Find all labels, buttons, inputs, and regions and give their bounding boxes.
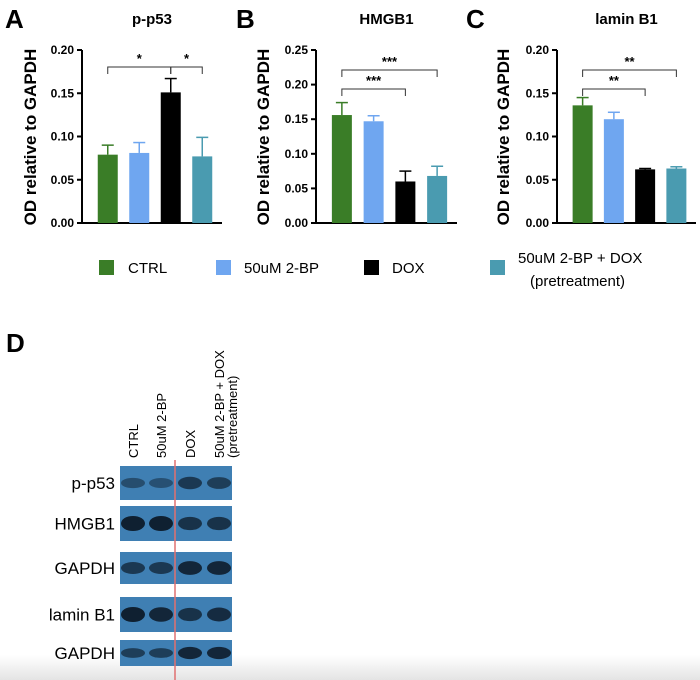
- blot-band: [207, 646, 231, 660]
- blot-band: [121, 606, 145, 623]
- blot-band: [207, 477, 231, 489]
- significance-bracket: [582, 88, 646, 96]
- y-tick-label: 0.05: [285, 181, 309, 195]
- blot-band: [121, 515, 145, 532]
- significance-label: *: [137, 51, 143, 66]
- significance-label: ***: [382, 54, 398, 69]
- bar-ctrl: [97, 154, 118, 223]
- lane-label: CTRL: [126, 424, 141, 458]
- blot-row-label: lamin B1: [49, 606, 115, 625]
- chart-title: HMGB1: [359, 11, 413, 28]
- y-tick-label: 0.00: [526, 216, 550, 230]
- blot-band: [121, 648, 145, 658]
- y-tick-label: 0.10: [285, 147, 309, 161]
- bar-dox: [160, 92, 181, 223]
- western-blot: D CTRL 50uM 2-BP DOX 50uM 2-BP + DOX(pretrea…: [6, 328, 240, 680]
- chart-panel-B: B HMGB1 OD relative to GAPDH 0.00 0.05 0.10 0.…: [236, 4, 457, 230]
- blot-row-label: GAPDH: [55, 644, 115, 663]
- panel-label: A: [5, 4, 24, 34]
- blot-band: [178, 646, 202, 660]
- y-tick-label: 0.10: [51, 130, 75, 144]
- legend-label-sub: (pretreatment): [530, 273, 625, 290]
- significance-bracket: [107, 66, 172, 74]
- legend-label: DOX: [392, 260, 425, 277]
- legend-label: 50uM 2-BP: [244, 260, 319, 277]
- legend-label: CTRL: [128, 260, 167, 277]
- bar-50um-2-bp: [363, 121, 384, 223]
- blot-band: [149, 648, 173, 658]
- bottom-shade: [0, 655, 700, 680]
- bar-dox: [395, 181, 416, 223]
- panel-label: B: [236, 4, 255, 34]
- y-tick-label: 0.05: [51, 173, 75, 187]
- significance-bracket: [582, 69, 677, 77]
- lane-label-sub: (pretreatment): [225, 376, 240, 458]
- y-tick-label: 0.05: [526, 173, 550, 187]
- lane-label: DOX: [183, 430, 198, 459]
- significance-bracket: [341, 88, 406, 96]
- significance-bracket: [170, 66, 203, 74]
- blot-band: [207, 607, 231, 622]
- legend-label: 50uM 2-BP + DOX: [518, 250, 642, 267]
- y-axis-label: OD relative to GAPDH: [21, 49, 40, 226]
- bar-dox: [635, 169, 656, 223]
- blot-band: [207, 516, 231, 531]
- blot-band: [121, 477, 145, 489]
- bar-50um-2-bp: [603, 119, 624, 223]
- y-tick-label: 0.20: [285, 78, 309, 92]
- blot-band: [149, 562, 173, 574]
- blot-band: [178, 561, 202, 575]
- bar-50um-2-bp: [129, 152, 150, 223]
- bar-ctrl: [572, 105, 593, 223]
- significance-bracket: [341, 69, 438, 77]
- y-tick-label: 0.10: [526, 130, 550, 144]
- blot-band: [121, 562, 145, 574]
- legend: CTRL 50uM 2-BP DOX 50uM 2-BP + DOX (pretreat…: [99, 250, 642, 290]
- y-tick-label: 0.20: [51, 43, 75, 57]
- blot-band: [178, 516, 202, 531]
- bar-ctrl: [331, 115, 352, 223]
- y-tick-label: 0.15: [51, 86, 75, 100]
- y-tick-label: 0.25: [285, 43, 309, 57]
- blot-band: [207, 561, 231, 575]
- lane-label: 50uM 2-BP: [154, 393, 169, 458]
- y-tick-label: 0.20: [526, 43, 550, 57]
- y-axis-label: OD relative to GAPDH: [254, 49, 273, 226]
- blot-band: [149, 607, 173, 622]
- bar-50um-2-bp-dox-pretreatment-: [427, 175, 448, 223]
- blot-band: [178, 607, 202, 622]
- chart-title: p-p53: [132, 11, 172, 28]
- significance-label: **: [624, 54, 635, 69]
- chart-title: lamin B1: [595, 11, 658, 28]
- y-tick-label: 0.00: [285, 216, 309, 230]
- panel-label: C: [466, 4, 485, 34]
- legend-swatch: [216, 260, 231, 275]
- significance-label: **: [609, 73, 620, 88]
- blot-band: [149, 477, 173, 489]
- blot-band: [178, 476, 202, 490]
- significance-label: *: [184, 51, 190, 66]
- bar-50um-2-bp-dox-pretreatment-: [666, 168, 687, 223]
- legend-swatch: [364, 260, 379, 275]
- y-tick-label: 0.15: [526, 86, 550, 100]
- blot-row-label: HMGB1: [55, 515, 115, 534]
- panel-label: D: [6, 328, 25, 358]
- lane-label: 50uM 2-BP + DOX: [212, 350, 227, 458]
- blot-row-label: p-p53: [72, 474, 115, 493]
- legend-swatch: [99, 260, 114, 275]
- legend-swatch: [490, 260, 505, 275]
- significance-label: ***: [366, 73, 382, 88]
- y-tick-label: 0.00: [51, 216, 75, 230]
- blot-row-label: GAPDH: [55, 559, 115, 578]
- y-tick-label: 0.15: [285, 112, 309, 126]
- y-axis-label: OD relative to GAPDH: [494, 49, 513, 226]
- blot-band: [149, 515, 173, 532]
- bar-50um-2-bp-dox-pretreatment-: [192, 156, 213, 223]
